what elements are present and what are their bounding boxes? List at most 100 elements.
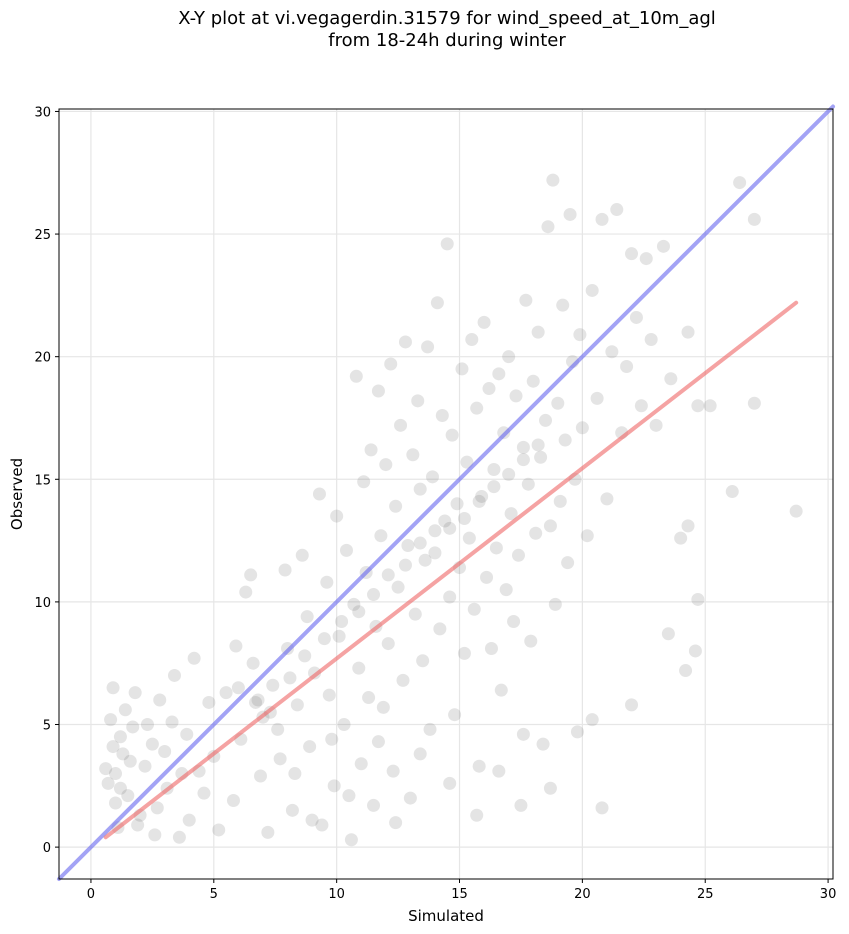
data-point (445, 428, 459, 442)
data-point (625, 698, 639, 712)
data-point (575, 421, 589, 435)
data-point (679, 664, 693, 678)
data-point (101, 776, 115, 790)
data-point (406, 448, 420, 462)
data-point (386, 764, 400, 778)
data-point (398, 558, 412, 572)
y-tick-label: 10 (34, 596, 51, 611)
data-point (202, 695, 216, 709)
data-point (551, 396, 565, 410)
data-point (150, 801, 164, 815)
x-tick-label: 20 (574, 887, 591, 902)
data-point (543, 781, 557, 795)
data-point (585, 283, 599, 297)
data-point (327, 779, 341, 793)
data-point (337, 718, 351, 732)
data-point (573, 328, 587, 342)
data-point (172, 830, 186, 844)
data-point (691, 592, 705, 606)
data-point (413, 747, 427, 761)
data-point (357, 475, 371, 489)
data-point (531, 325, 545, 339)
data-point (249, 695, 263, 709)
data-point (470, 401, 484, 415)
data-point (465, 333, 479, 347)
data-point (219, 686, 233, 700)
x-tick-label: 30 (820, 887, 837, 902)
fit-line (103, 300, 799, 840)
data-point (381, 637, 395, 651)
data-point (330, 509, 344, 523)
data-point (558, 433, 572, 447)
data-point (521, 477, 535, 491)
data-point (418, 553, 432, 567)
data-point (251, 693, 265, 707)
x-tick-label: 25 (697, 887, 714, 902)
data-point (543, 519, 557, 533)
data-point (457, 512, 471, 526)
data-point (401, 538, 415, 552)
data-point (109, 796, 123, 810)
data-point (131, 818, 145, 832)
data-point (413, 536, 427, 550)
data-point (688, 644, 702, 658)
data-point (443, 521, 457, 535)
data-point (145, 737, 159, 751)
x-axis-label: Simulated (408, 907, 484, 925)
data-point (747, 396, 761, 410)
data-point (303, 740, 317, 754)
data-point (570, 725, 584, 739)
data-point (448, 708, 462, 722)
data-point (487, 462, 501, 476)
data-point (423, 722, 437, 736)
points-layer (99, 173, 803, 847)
data-point (116, 747, 130, 761)
data-point (244, 568, 258, 582)
data-point (158, 744, 172, 758)
data-point (384, 357, 398, 371)
data-point (556, 298, 570, 312)
data-point (489, 541, 503, 555)
y-tick-label: 0 (43, 841, 51, 856)
data-point (511, 548, 525, 562)
data-point (391, 580, 405, 594)
ticks-layer: 0 5 10 15 20 25 30 0 5 10 15 20 25 30 (34, 105, 836, 902)
data-point (342, 789, 356, 803)
data-point (398, 335, 412, 349)
x-tick-label: 0 (87, 887, 95, 902)
x-tick-label: 15 (451, 887, 468, 902)
data-point (541, 220, 555, 234)
data-point (364, 443, 378, 457)
data-point (367, 588, 381, 602)
identity-line (57, 104, 835, 881)
data-point (590, 391, 604, 405)
data-point (288, 767, 302, 781)
data-point (123, 754, 137, 768)
data-point (381, 568, 395, 582)
data-point (733, 176, 747, 190)
data-point (283, 671, 297, 685)
data-point (480, 570, 494, 584)
data-point (271, 722, 285, 736)
data-point (325, 732, 339, 746)
data-point (681, 519, 695, 533)
data-point (403, 791, 417, 805)
chart-title: X-Y plot at vi.vegagerdin.31579 for wind… (0, 8, 849, 52)
data-point (600, 492, 614, 506)
data-point (529, 526, 543, 540)
data-point (278, 563, 292, 577)
data-point (443, 776, 457, 790)
data-point (246, 656, 260, 670)
data-point (389, 499, 403, 513)
data-point (229, 639, 243, 653)
data-point (524, 634, 538, 648)
data-point (376, 700, 390, 714)
data-point (317, 632, 331, 646)
data-point (113, 781, 127, 795)
data-point (140, 718, 154, 732)
data-point (435, 409, 449, 423)
data-point (789, 504, 803, 518)
data-point (548, 597, 562, 611)
data-point (514, 798, 528, 812)
grid-layer (59, 109, 833, 879)
